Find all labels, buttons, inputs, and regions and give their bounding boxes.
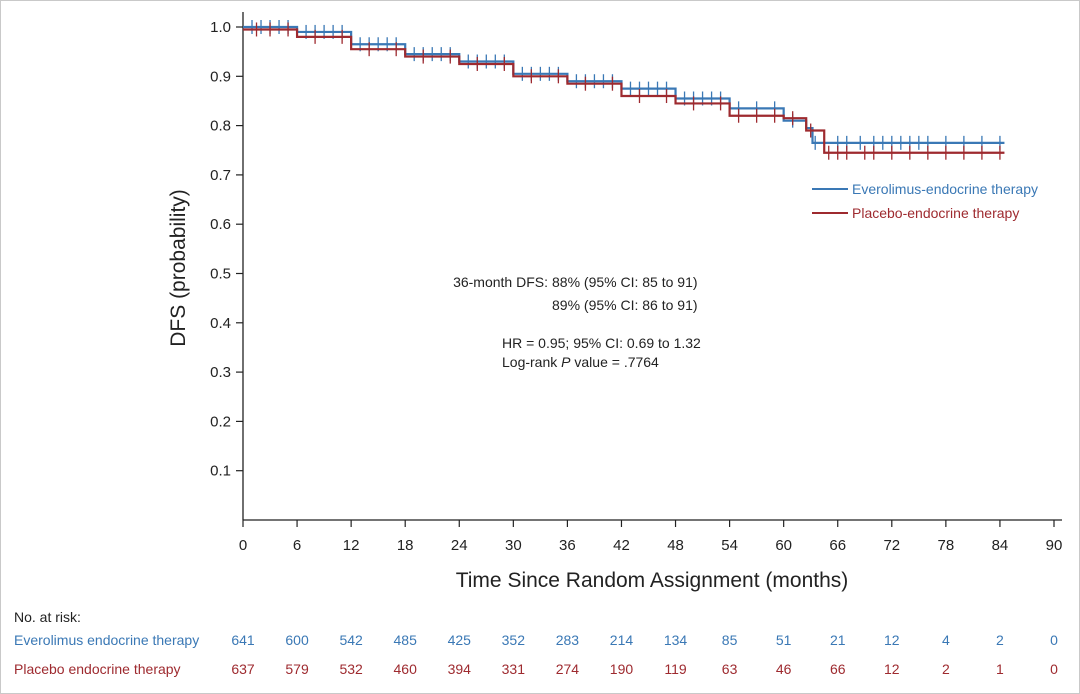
at-risk-value: 4 bbox=[942, 632, 950, 648]
y-tick-label: 0.2 bbox=[210, 413, 231, 430]
y-tick-label: 0.3 bbox=[210, 364, 231, 381]
y-tick-label: 0.4 bbox=[210, 315, 231, 332]
at-risk-value: 12 bbox=[884, 632, 900, 648]
legend-label-everolimus: Everolimus-endocrine therapy bbox=[852, 181, 1038, 197]
at-risk-value: 0 bbox=[1050, 632, 1058, 648]
at-risk-value: 12 bbox=[884, 661, 900, 677]
series-layer bbox=[243, 20, 1005, 160]
x-tick-label: 24 bbox=[451, 537, 468, 554]
at-risk-value: 51 bbox=[776, 632, 792, 648]
at-risk-value: 1 bbox=[996, 661, 1004, 677]
at-risk-value: 460 bbox=[394, 661, 418, 677]
x-tick-label: 6 bbox=[293, 537, 301, 554]
x-tick-label: 30 bbox=[505, 537, 522, 554]
legend-label-placebo: Placebo-endocrine therapy bbox=[852, 205, 1019, 221]
x-tick-label: 78 bbox=[938, 537, 955, 554]
x-tick-label: 60 bbox=[775, 537, 792, 554]
at-risk-label-everolimus: Everolimus endocrine therapy bbox=[14, 632, 199, 648]
y-tick-label: 0.7 bbox=[210, 167, 231, 184]
annotation-logrank-suffix: value = .7764 bbox=[571, 354, 660, 370]
x-ticks: 0 6 12 18 24 30 36 42 48 54 60 66 72 78 84 90 bbox=[239, 520, 1063, 554]
y-tick-label: 0.8 bbox=[210, 118, 231, 135]
at-risk-value: 119 bbox=[664, 661, 687, 677]
at-risk-value: 274 bbox=[556, 661, 580, 677]
at-risk-value: 85 bbox=[722, 632, 738, 648]
x-tick-label: 66 bbox=[829, 537, 846, 554]
annotation-dfs-label: 36-month DFS: bbox=[453, 274, 548, 290]
y-tick-label: 0.5 bbox=[210, 266, 231, 283]
at-risk-value: 0 bbox=[1050, 661, 1058, 677]
y-ticks: 0.1 0.2 0.3 0.4 0.5 0.6 0.7 0.8 0.9 1.0 bbox=[210, 19, 243, 480]
y-tick-label: 1.0 bbox=[210, 19, 231, 36]
legend: Everolimus-endocrine therapy Placebo-end… bbox=[812, 181, 1038, 221]
at-risk-value: 425 bbox=[448, 632, 472, 648]
annotation-logrank-p: P bbox=[561, 354, 571, 370]
at-risk-value: 46 bbox=[776, 661, 792, 677]
annotation-logrank: Log-rank P value = .7764 bbox=[502, 354, 659, 370]
y-axis-title: DFS (probability) bbox=[167, 189, 190, 347]
annotation-block: 36-month DFS: 88% (95% CI: 85 to 91) 89%… bbox=[453, 274, 701, 370]
x-tick-label: 48 bbox=[667, 537, 684, 554]
at-risk-value: 2 bbox=[996, 632, 1004, 648]
x-tick-label: 84 bbox=[992, 537, 1009, 554]
x-tick-label: 0 bbox=[239, 537, 247, 554]
x-axis-title: Time Since Random Assignment (months) bbox=[456, 569, 849, 592]
at-risk-value: 637 bbox=[231, 661, 255, 677]
at-risk-value: 331 bbox=[502, 661, 526, 677]
annotation-dfs-everolimus: 88% (95% CI: 85 to 91) bbox=[552, 274, 698, 290]
at-risk-value: 66 bbox=[830, 661, 846, 677]
x-tick-label: 72 bbox=[883, 537, 900, 554]
at-risk-value: 532 bbox=[339, 661, 363, 677]
x-tick-label: 90 bbox=[1046, 537, 1063, 554]
annotation-dfs-placebo: 89% (95% CI: 86 to 91) bbox=[552, 297, 698, 313]
x-tick-label: 54 bbox=[721, 537, 738, 554]
at-risk-value: 2 bbox=[942, 661, 950, 677]
annotation-hr: HR = 0.95; 95% CI: 0.69 to 1.32 bbox=[502, 335, 701, 351]
annotation-logrank-prefix: Log-rank bbox=[502, 354, 561, 370]
y-tick-label: 0.1 bbox=[210, 463, 231, 480]
x-tick-label: 12 bbox=[343, 537, 360, 554]
y-tick-label: 0.6 bbox=[210, 216, 231, 233]
series-line-everolimus bbox=[243, 25, 1005, 144]
at-risk-value: 63 bbox=[722, 661, 738, 677]
x-tick-label: 18 bbox=[397, 537, 414, 554]
x-tick-label: 36 bbox=[559, 537, 576, 554]
at-risk-value: 579 bbox=[285, 661, 309, 677]
at-risk-value: 641 bbox=[231, 632, 255, 648]
at-risk-value: 600 bbox=[285, 632, 309, 648]
at-risk-value: 134 bbox=[664, 632, 688, 648]
at-risk-value: 283 bbox=[556, 632, 580, 648]
at-risk-value: 485 bbox=[394, 632, 418, 648]
x-tick-label: 42 bbox=[613, 537, 630, 554]
at-risk-value: 21 bbox=[830, 632, 846, 648]
at-risk-values: 641 600 542 485 425 352 283 214 134 85 51 21 12 4 2 063… bbox=[231, 632, 1058, 677]
at-risk-title: No. at risk: bbox=[14, 609, 81, 625]
at-risk-label-placebo: Placebo endocrine therapy bbox=[14, 661, 181, 677]
at-risk-value: 542 bbox=[339, 632, 363, 648]
series-line-placebo bbox=[243, 28, 1005, 154]
at-risk-value: 394 bbox=[448, 661, 472, 677]
at-risk-value: 214 bbox=[610, 632, 634, 648]
y-tick-label: 0.9 bbox=[210, 68, 231, 85]
at-risk-value: 352 bbox=[502, 632, 526, 648]
at-risk-value: 190 bbox=[610, 661, 634, 677]
